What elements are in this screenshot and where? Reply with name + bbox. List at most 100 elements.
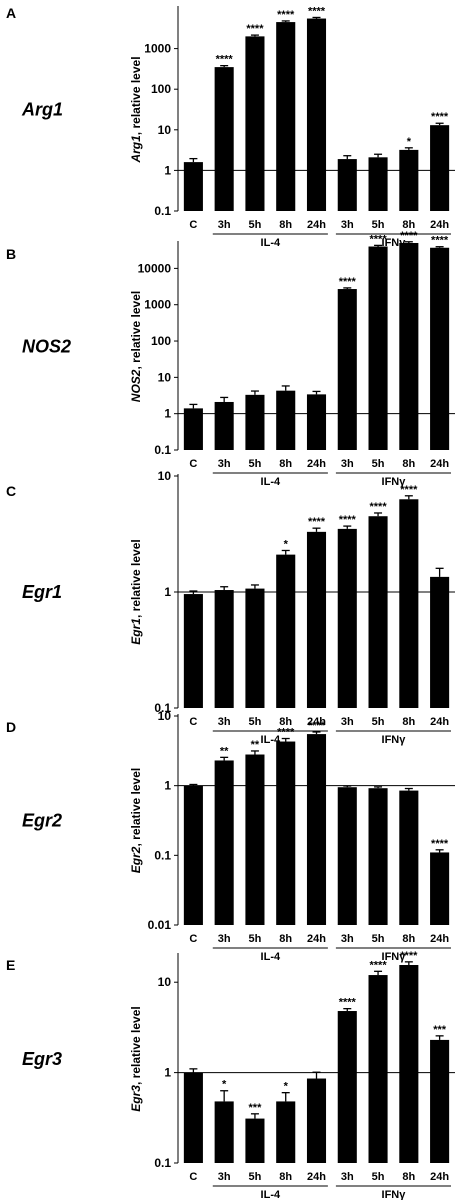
- bar: [183, 594, 203, 708]
- x-tick-label: 24h: [307, 458, 326, 470]
- x-tick-label: 24h: [430, 933, 449, 945]
- bar: [245, 588, 265, 708]
- bar: [214, 760, 234, 925]
- x-tick-label: 3h: [341, 716, 354, 728]
- y-tick-label: 1000: [144, 42, 171, 56]
- x-tick-label: 24h: [430, 458, 449, 470]
- x-tick-label: 24h: [307, 1171, 326, 1183]
- y-axis-label: Egr1, relative level: [129, 539, 143, 644]
- significance-label: ****: [339, 276, 357, 288]
- y-axis-label-gene: NOS2: [129, 369, 143, 402]
- significance-label: ****: [277, 9, 295, 21]
- x-tick-label: C: [189, 1171, 197, 1183]
- group-label-ifng: IFNγ: [382, 1189, 407, 1200]
- bar: [368, 157, 388, 211]
- bar: [399, 790, 419, 925]
- x-tick-label: 5h: [249, 716, 262, 728]
- bar: [214, 1101, 234, 1163]
- bar: [183, 408, 203, 450]
- group-label-il4: IL-4: [261, 237, 281, 249]
- significance-label: ****: [308, 5, 326, 17]
- y-tick-label: 0.01: [148, 918, 172, 932]
- gene-name: Arg1: [21, 100, 63, 120]
- y-tick-label: 10: [158, 123, 172, 137]
- bar: [337, 528, 357, 708]
- bar: [368, 246, 388, 450]
- bar: [214, 590, 234, 708]
- bar: [337, 787, 357, 925]
- bar: [245, 1118, 265, 1163]
- significance-label: ****: [308, 516, 326, 528]
- x-tick-label: C: [189, 716, 197, 728]
- bar: [183, 162, 203, 211]
- bar: [337, 1011, 357, 1163]
- y-axis-label-gene: Arg1: [129, 135, 143, 164]
- bar: [306, 18, 327, 211]
- x-tick-label: 3h: [341, 458, 354, 470]
- y-tick-label: 0.1: [154, 1156, 171, 1170]
- bar: [306, 1078, 327, 1163]
- group-label-il4: IL-4: [261, 734, 281, 746]
- x-tick-label: 8h: [402, 933, 415, 945]
- x-tick-label: 24h: [307, 933, 326, 945]
- y-tick-label: 1000: [144, 298, 171, 312]
- significance-label: ****: [400, 230, 418, 242]
- y-tick-label: 1: [164, 779, 171, 793]
- y-tick-label: 10000: [138, 261, 172, 275]
- significance-label: ****: [369, 233, 387, 245]
- y-axis-label: Egr3, relative level: [129, 1006, 143, 1111]
- x-tick-label: 8h: [279, 1171, 292, 1183]
- bar: [430, 125, 450, 211]
- y-axis-label-suffix: , relative level: [129, 56, 143, 135]
- y-axis-label: Egr2, relative level: [129, 768, 143, 873]
- bar: [337, 159, 357, 211]
- x-tick-label: C: [189, 458, 197, 470]
- x-tick-label: 8h: [402, 458, 415, 470]
- x-tick-label: 3h: [218, 716, 231, 728]
- y-tick-label: 10: [158, 370, 172, 384]
- bar: [430, 247, 450, 450]
- x-tick-label: 24h: [307, 716, 326, 728]
- x-tick-label: 8h: [402, 219, 415, 231]
- y-tick-label: 1: [164, 585, 171, 599]
- significance-label: ****: [339, 514, 357, 526]
- x-tick-label: 3h: [341, 933, 354, 945]
- x-tick-label: 3h: [218, 933, 231, 945]
- bar: [399, 965, 419, 1163]
- x-tick-label: 8h: [279, 458, 292, 470]
- bar: [306, 734, 327, 925]
- x-tick-label: 5h: [249, 1171, 262, 1183]
- bar: [430, 576, 450, 708]
- x-tick-label: 8h: [279, 219, 292, 231]
- gene-name: Egr1: [22, 582, 62, 602]
- bar: [368, 788, 388, 925]
- significance-label: ****: [339, 997, 357, 1009]
- significance-label: *: [222, 1079, 227, 1091]
- x-tick-label: 24h: [430, 716, 449, 728]
- gene-name: NOS2: [22, 337, 71, 357]
- y-tick-label: 1: [164, 407, 171, 421]
- bar: [276, 554, 296, 708]
- bar: [276, 22, 296, 211]
- y-tick-label: 0.1: [154, 443, 171, 457]
- bar: [306, 394, 327, 450]
- bar: [183, 785, 203, 925]
- x-tick-label: 8h: [279, 716, 292, 728]
- significance-label: ****: [431, 838, 449, 850]
- x-tick-label: 24h: [430, 1171, 449, 1183]
- bar: [399, 243, 419, 450]
- significance-label: *: [284, 1081, 289, 1093]
- significance-label: ****: [246, 23, 264, 35]
- significance-label: *: [407, 136, 412, 148]
- significance-label: ****: [369, 501, 387, 513]
- bar: [337, 289, 357, 450]
- y-tick-label: 10: [158, 975, 172, 989]
- group-label-ifng: IFNγ: [382, 476, 407, 488]
- y-tick-label: 100: [151, 334, 171, 348]
- bar: [306, 531, 327, 708]
- x-tick-label: 5h: [249, 458, 262, 470]
- bar: [276, 390, 296, 450]
- significance-label: ****: [400, 484, 418, 496]
